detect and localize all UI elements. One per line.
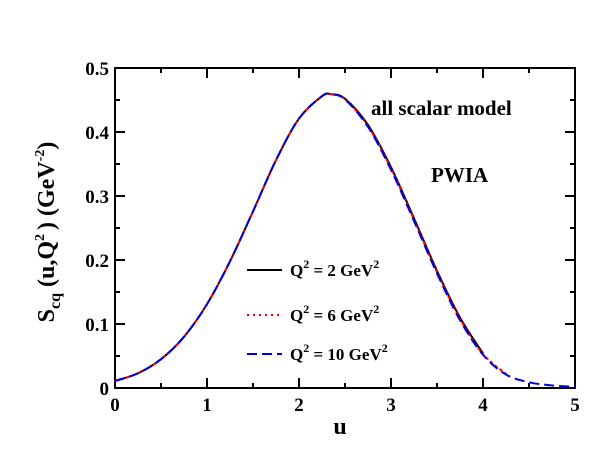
legend: Q2 = 2 GeV2 Q2 = 6 GeV2 Q2 = 10 GeV2	[247, 257, 388, 364]
x-tick-label: 5	[570, 395, 580, 416]
y-tick-label: 0.2	[85, 251, 109, 272]
y-tick-label: 0.4	[85, 123, 109, 144]
x-tick-label: 0	[110, 395, 120, 416]
series-line-1	[114, 92, 484, 382]
annotation-method: PWIA	[431, 163, 489, 187]
annotation-model: all scalar model	[371, 96, 512, 120]
y-tick-label: 0.5	[85, 59, 109, 80]
y-tick-label: 0	[100, 379, 110, 400]
x-tick-label: 1	[202, 395, 212, 416]
x-tick-label: 4	[478, 395, 488, 416]
x-axis-title: u	[333, 414, 346, 440]
y-axis-title: Scq(u,Q2) (GeV-2)	[33, 142, 64, 323]
x-tick-label: 2	[294, 395, 304, 416]
curves	[114, 92, 576, 388]
axis-ticks: 0 1 2 3 4 5 0 0.1 0.2 0.3 0.4 0.5	[85, 59, 580, 416]
legend-label-1: Q2 = 2 GeV2	[290, 257, 379, 280]
legend-label-3: Q2 = 10 GeV2	[290, 341, 388, 364]
y-tick-label: 0.1	[85, 315, 109, 336]
y-tick-label: 0.3	[85, 187, 109, 208]
x-tick-label: 3	[386, 395, 396, 416]
series-line-2	[114, 92, 507, 382]
series-line-3	[114, 92, 576, 388]
legend-label-2: Q2 = 6 GeV2	[290, 302, 379, 325]
